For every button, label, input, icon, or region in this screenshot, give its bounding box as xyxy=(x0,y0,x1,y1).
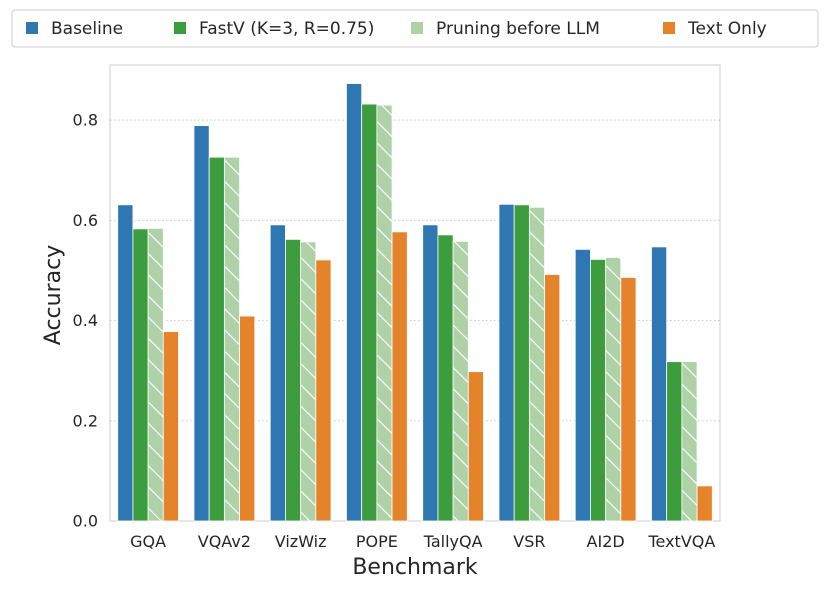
x-tick-label: GQA xyxy=(130,532,166,551)
bar-hatch-vizwiz xyxy=(300,241,316,521)
y-axis-title: Accuracy xyxy=(41,245,66,345)
bar-text-only-gqa xyxy=(162,331,179,522)
bar-baseline-ai2d xyxy=(574,249,591,522)
bar-fastv-ai2d xyxy=(590,259,607,522)
x-axis-title: Benchmark xyxy=(352,555,478,580)
legend: Baseline FastV (K=3, R=0.75) Pruning befor… xyxy=(11,9,819,48)
bar-fastv-vqav2 xyxy=(208,156,225,522)
legend-label: Text Only xyxy=(687,19,767,39)
bar-text-only-vizwiz xyxy=(315,259,332,522)
legend-swatch xyxy=(411,22,423,34)
x-tick-label: AI2D xyxy=(587,532,625,551)
plot-area: 0.0 0.2 0.4 0.6 0.8 GQA VQAv2 VizWiz POPE TallyQ… xyxy=(73,64,721,551)
y-tick-label: 0.8 xyxy=(73,111,98,130)
bar-hatch-tallyqa xyxy=(453,241,469,521)
bar-text-only-textvqa xyxy=(696,485,713,522)
bar-text-only-tallyqa xyxy=(467,371,484,522)
bar-baseline-vqav2 xyxy=(193,125,210,522)
bar-fastv-textvqa xyxy=(666,361,683,522)
bar-fastv-gqa xyxy=(132,228,149,522)
bar-baseline-gqa xyxy=(117,204,134,522)
legend-label: Pruning before LLM xyxy=(436,19,600,39)
bar-hatch-vsr xyxy=(529,207,545,522)
x-tick-label: VSR xyxy=(513,532,545,551)
legend-swatch xyxy=(663,22,675,34)
bar-baseline-textvqa xyxy=(651,246,668,522)
y-tick-label: 0.0 xyxy=(73,512,98,531)
bar-baseline-pope xyxy=(346,83,363,522)
bar-text-only-ai2d xyxy=(620,277,637,522)
legend-swatch xyxy=(26,22,38,34)
bar-hatch-textvqa xyxy=(681,361,698,521)
bar-text-only-vsr xyxy=(544,274,561,522)
bar-fastv-pope xyxy=(361,103,378,522)
y-tick-label: 0.2 xyxy=(73,411,98,430)
bar-baseline-vizwiz xyxy=(269,224,286,522)
x-tick-label: VizWiz xyxy=(275,532,327,551)
bar-fastv-vizwiz xyxy=(285,238,302,522)
legend-swatch xyxy=(174,22,186,34)
bar-baseline-vsr xyxy=(498,203,515,522)
bar-hatch-gqa xyxy=(148,228,164,521)
bar-text-only-vqav2 xyxy=(239,315,256,522)
x-tick-label: VQAv2 xyxy=(198,532,251,551)
x-tick-label: POPE xyxy=(356,532,398,551)
bar-text-only-pope xyxy=(391,231,408,522)
bar-fastv-vsr xyxy=(513,204,530,522)
bar-fastv-tallyqa xyxy=(437,234,454,522)
legend-label: FastV (K=3, R=0.75) xyxy=(199,19,374,39)
y-tick-label: 0.4 xyxy=(73,311,98,330)
x-tick-label: TextVQA xyxy=(647,532,715,551)
legend-label: Baseline xyxy=(51,19,123,39)
bar-hatch-vqav2 xyxy=(224,157,240,521)
bar-hatch-ai2d xyxy=(605,257,621,521)
bar-baseline-tallyqa xyxy=(422,224,439,522)
x-tick-label: TallyQA xyxy=(423,532,483,551)
y-tick-label: 0.6 xyxy=(73,211,98,230)
bar-hatch-pope xyxy=(376,105,393,521)
